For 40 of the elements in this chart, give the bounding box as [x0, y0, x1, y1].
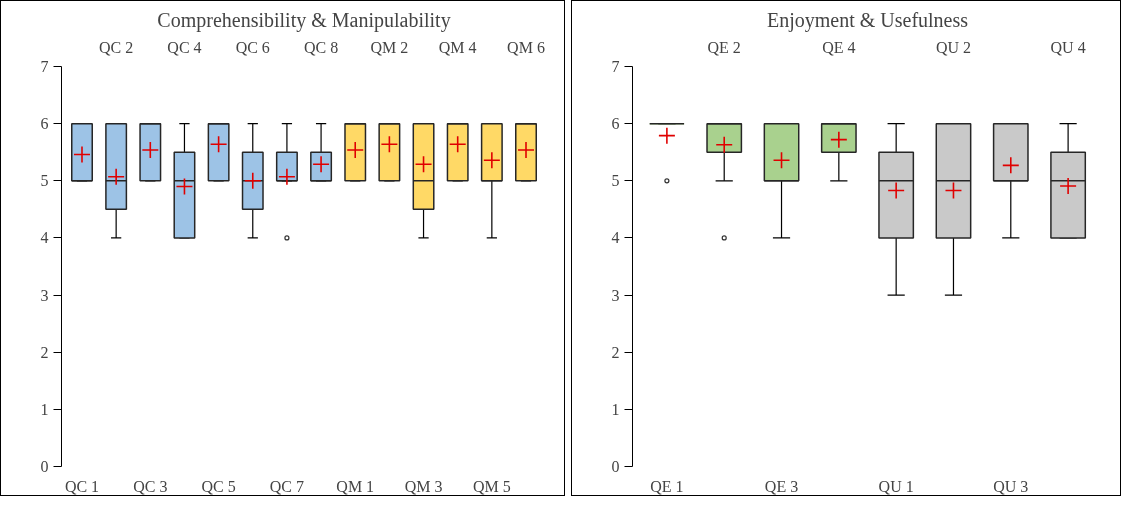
y-tick-label: 6	[611, 115, 620, 133]
x-tick-label: QC 4	[167, 38, 202, 56]
y-tick-label: 5	[611, 172, 620, 190]
chart-title: Enjoyment & Usefulness	[766, 8, 969, 32]
y-tick-label: 3	[611, 286, 620, 304]
x-tick-label: QC 8	[303, 38, 339, 56]
x-tick-label: QE 1	[650, 477, 684, 495]
x-tick-label: QU 2	[935, 38, 972, 56]
x-tick-label: QC 1	[64, 477, 100, 495]
y-tick-label: 6	[40, 115, 49, 133]
x-tick-label: QM 6	[507, 38, 545, 56]
y-tick-label: 1	[40, 400, 49, 418]
x-tick-label: QM 4	[438, 38, 477, 56]
x-tick-label: QM 1	[336, 477, 375, 495]
x-tick-label: QE 2	[707, 38, 741, 56]
y-tick-label: 0	[40, 458, 49, 475]
x-tick-label: QU 4	[1050, 38, 1086, 56]
x-tick-label: QU 3	[993, 477, 1029, 495]
y-tick-label: 7	[40, 58, 49, 75]
y-tick-label: 4	[611, 229, 620, 247]
y-tick-label: 2	[40, 343, 49, 361]
y-tick-label: 7	[611, 58, 620, 75]
x-tick-label: QC 6	[235, 38, 270, 56]
x-tick-label: QC 3	[133, 477, 168, 495]
y-tick-label: 3	[40, 286, 49, 304]
y-tick-label: 0	[611, 458, 620, 475]
y-tick-label: 5	[40, 172, 49, 190]
x-tick-label: QU 1	[878, 477, 914, 495]
x-tick-label: QC 7	[269, 477, 305, 495]
x-tick-label: QE 4	[822, 38, 856, 56]
y-tick-label: 2	[611, 343, 620, 361]
x-tick-label: QC 5	[201, 477, 236, 495]
x-tick-label: QM 2	[370, 38, 409, 56]
x-tick-label: QM 5	[472, 477, 511, 495]
y-tick-label: 4	[40, 229, 49, 247]
x-tick-label: QE 3	[764, 477, 799, 495]
chart-title: Comprehensibility & Manipulability	[157, 8, 451, 32]
y-tick-label: 1	[611, 400, 620, 418]
x-tick-label: QC 2	[99, 38, 134, 56]
x-tick-label: QM 3	[404, 477, 443, 495]
